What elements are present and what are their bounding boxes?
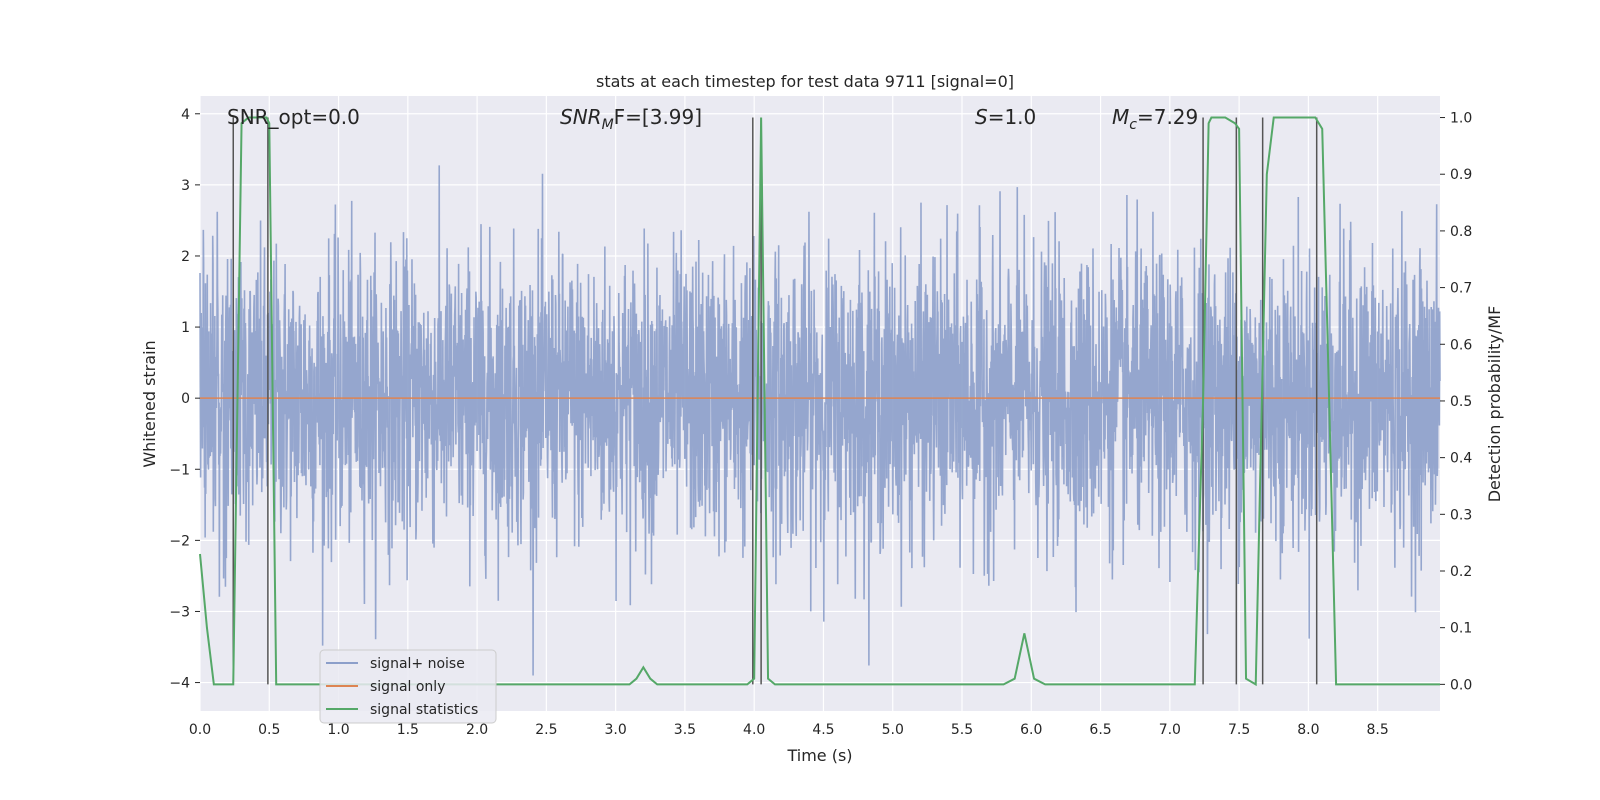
annotation-mc: Mc=7.29	[1112, 105, 1198, 133]
x-tick-13: 6.5	[1089, 722, 1111, 738]
annotation-s: S=1.0	[975, 105, 1036, 129]
y-right-tick-1: 0.1	[1450, 621, 1472, 637]
y-left-tick-2: −2	[169, 533, 190, 549]
x-tick-17: 8.5	[1367, 722, 1389, 738]
x-tick-14: 7.0	[1159, 722, 1181, 738]
annotation-mc-sub: c	[1129, 117, 1137, 133]
annotation-s-rest: =1.0	[988, 105, 1037, 129]
y-left-tick-4: 0	[181, 391, 190, 407]
x-tick-7: 3.5	[674, 722, 696, 738]
x-tick-1: 0.5	[258, 722, 280, 738]
y-right-tick-3: 0.3	[1450, 507, 1472, 523]
x-tick-16: 8.0	[1297, 722, 1319, 738]
series-signal-statistics	[199, 116, 1440, 687]
y-left-tick-0: −4	[169, 676, 190, 692]
x-tick-11: 5.5	[951, 722, 973, 738]
x-tick-2: 1.0	[327, 722, 349, 738]
annotation-s-main: S	[975, 105, 988, 129]
annotation-mc-main: M	[1112, 105, 1129, 129]
x-tick-labels: 0.0 0.5 1.0 1.5 2.0 2.5 3.0 3.5 4.0 4.5 5.0 5.5 6.0 6…	[189, 722, 1389, 738]
chart-title: stats at each timestep for test data 971…	[596, 72, 1014, 91]
annotation-snr-mf-rest: F=[3.99]	[614, 105, 702, 129]
y-right-axis-label: Detection probability/MF	[1485, 306, 1504, 503]
y-left-tick-labels: −4 −3 −2 −1 0 1 2 3 4	[169, 107, 200, 692]
x-tick-15: 7.5	[1228, 722, 1250, 738]
mask-top	[200, 0, 1440, 96]
y-right-tick-7: 0.7	[1450, 281, 1472, 297]
annotation-snr-opt: SNR_opt=0.0	[227, 105, 360, 129]
vertical-markers	[232, 117, 1318, 685]
y-left-tick-1: −3	[169, 604, 190, 620]
legend-label-signal-statistics: signal statistics	[370, 702, 478, 718]
x-tick-12: 6.0	[1020, 722, 1042, 738]
y-left-tick-3: −1	[169, 462, 190, 478]
x-tick-0: 0.0	[189, 722, 211, 738]
y-right-tick-2: 0.2	[1450, 564, 1472, 580]
y-right-tick-5: 0.5	[1450, 394, 1472, 410]
annotation-snr-mf-sub: M	[602, 117, 614, 133]
x-tick-4: 2.0	[466, 722, 488, 738]
y-right-tick-10: 1.0	[1450, 111, 1472, 127]
annotation-snr-mf-main: SNR	[560, 105, 602, 129]
y-left-tick-7: 3	[181, 178, 190, 194]
y-left-axis-label: Whitened strain	[140, 340, 159, 467]
y-left-tick-8: 4	[181, 107, 190, 123]
x-tick-6: 3.0	[605, 722, 627, 738]
y-right-tick-0: 0.0	[1450, 677, 1472, 693]
legend-label-signal-only: signal only	[370, 679, 445, 695]
y-right-tick-labels: 0.0 0.1 0.2 0.3 0.4 0.5 0.6 0.7 0.8 0.9 1.0	[1440, 111, 1472, 693]
y-left-tick-6: 2	[181, 249, 190, 265]
y-left-tick-5: 1	[181, 320, 190, 336]
annotation-snr-mf: SNRMF=[3.99]	[560, 105, 702, 133]
statistics-line	[199, 116, 1440, 687]
annotation-mc-rest: =7.29	[1137, 105, 1198, 129]
x-tick-3: 1.5	[397, 722, 419, 738]
y-right-tick-4: 0.4	[1450, 451, 1472, 467]
y-right-tick-8: 0.8	[1450, 224, 1472, 240]
legend-box	[319, 649, 497, 724]
x-tick-9: 4.5	[812, 722, 834, 738]
white-mask	[200, 0, 1440, 721]
y-right-tick-6: 0.6	[1450, 337, 1472, 353]
mask-bottom	[200, 711, 1440, 721]
x-tick-10: 5.0	[882, 722, 904, 738]
legend: signal+ noise signal only signal statist…	[319, 649, 497, 724]
legend-label-signal-noise: signal+ noise	[370, 656, 465, 672]
x-axis-label: Time (s)	[786, 746, 852, 765]
y-right-tick-9: 0.9	[1450, 167, 1472, 183]
x-tick-5: 2.5	[535, 722, 557, 738]
x-tick-8: 4.0	[743, 722, 765, 738]
